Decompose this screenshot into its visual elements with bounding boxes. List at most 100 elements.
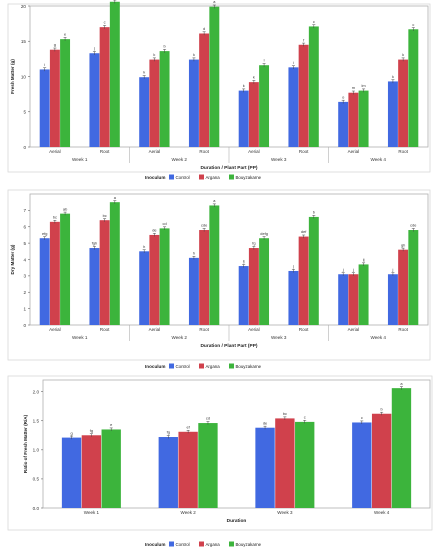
- data-label: e: [64, 32, 66, 37]
- y-axis-label: Ratio of Fresh Matter (R/A): [23, 414, 28, 473]
- bar-control-4: [188, 59, 199, 147]
- x-tick-label: Aerial: [348, 327, 360, 332]
- data-label: de: [263, 420, 267, 425]
- legend-swatch-control: [169, 363, 174, 369]
- data-label: e: [110, 422, 112, 427]
- bar-control-8: [387, 274, 398, 325]
- x-tick-label: Aerial: [49, 149, 61, 154]
- legend-label-control: Control: [176, 542, 190, 547]
- bar-argana-3: [275, 418, 295, 508]
- legend-swatch-bouyzakarne: [229, 541, 234, 547]
- group-label: Week 4: [371, 157, 387, 162]
- data-label: k: [253, 75, 255, 80]
- data-label: gh: [401, 242, 405, 247]
- data-label: h: [193, 250, 195, 255]
- data-label: b: [381, 406, 383, 411]
- data-label: bc: [53, 214, 57, 219]
- x-tick-label: Aerial: [248, 149, 260, 154]
- data-label: cde: [410, 223, 416, 228]
- bar-control-2: [158, 437, 178, 508]
- chart-frame: [7, 189, 431, 361]
- bar-bouyzakarne-5: [259, 238, 270, 325]
- bar-bouyzakarne-5: [259, 65, 270, 147]
- legend-label-argana: Argana: [206, 542, 221, 547]
- y-tick-label: 0.0: [33, 506, 40, 511]
- bar-argana-2: [99, 220, 110, 325]
- bar-bouyzakarne-1: [60, 213, 71, 325]
- chart-panel-3: 0.0 0.5 1.0 1.5 2.0 Ratio of Fresh Matter (R/…: [7, 375, 433, 547]
- y-tick-label: 0: [23, 323, 26, 328]
- data-label: lm: [362, 83, 366, 88]
- data-label: b: [313, 210, 315, 215]
- x-tick-label: Root: [100, 149, 110, 154]
- legend-label-bouyzakarne: Bouyzakarne: [236, 542, 262, 547]
- legend-label-control: Control: [176, 175, 190, 180]
- y-tick-label: 5: [23, 110, 26, 115]
- data-label: l: [264, 58, 265, 63]
- data-label: j: [292, 264, 294, 269]
- bar-bouyzakarne-2: [109, 1, 120, 147]
- x-tick-label: Root: [398, 327, 408, 332]
- bar-bouyzakarne-2: [109, 202, 120, 325]
- data-label: k: [193, 52, 195, 57]
- y-tick-label: 10: [21, 74, 27, 79]
- x-tick-label: Aerial: [49, 327, 61, 332]
- bar-control-3: [139, 251, 150, 325]
- group-label: Week 4: [371, 335, 387, 340]
- x-tick-label: Week 4: [374, 510, 390, 515]
- bar-bouyzakarne-1: [60, 39, 71, 148]
- legend-title: Inoculum: [145, 364, 165, 369]
- chart-panel-1: 0 5 10 15 20 Fresh Matter (g) i g e Aerial j c a Root…: [7, 0, 431, 180]
- data-label: c: [313, 19, 315, 24]
- group-label: Week 2: [172, 335, 188, 340]
- data-label: def: [301, 229, 307, 234]
- bar-argana-1: [49, 49, 60, 147]
- x-tick-label: Aerial: [248, 327, 260, 332]
- bar-control-4: [352, 422, 372, 508]
- data-label: bc: [103, 213, 107, 218]
- bar-argana-7: [348, 92, 359, 147]
- x-tick-label: Week 3: [277, 510, 293, 515]
- plot-area: [42, 379, 431, 509]
- y-tick-label: 2.0: [33, 389, 40, 394]
- legend: Inoculum Control Argana Bouyzakarne: [145, 541, 262, 547]
- x-tick-label: Week 1: [84, 510, 100, 515]
- bar-argana-4: [371, 413, 392, 508]
- bar-control-5: [238, 266, 249, 325]
- chart-frame: [7, 3, 431, 173]
- bar-control-1: [61, 437, 82, 508]
- bar-bouyzakarne-3: [159, 228, 170, 325]
- legend: Inoculum Control Argana Bouyzakarne: [145, 363, 262, 369]
- bar-bouyzakarne-6: [308, 216, 319, 325]
- legend-swatch-bouyzakarne: [229, 363, 234, 369]
- data-label: k: [392, 74, 394, 79]
- bar-control-6: [288, 270, 299, 325]
- x-tick-label: Week 2: [181, 510, 197, 515]
- data-label: j: [342, 267, 344, 272]
- x-tick-label: Root: [199, 327, 209, 332]
- data-label: c: [361, 415, 363, 420]
- data-label: i: [44, 62, 45, 67]
- y-axis-label: Dry Matter (g): [10, 244, 15, 274]
- x-axis-label: Duration / Plant Part (PP): [200, 165, 257, 171]
- bar-argana-5: [248, 82, 259, 147]
- bar-control-2: [89, 248, 100, 325]
- legend-label-bouyzakarne: Bouyzakarne: [236, 175, 262, 180]
- data-label: j: [93, 46, 95, 51]
- bar-control-6: [288, 67, 299, 147]
- bar-argana-2: [99, 27, 110, 147]
- legend-title: Inoculum: [145, 542, 165, 547]
- y-tick-label: 20: [21, 4, 27, 9]
- data-label: bc: [283, 411, 287, 416]
- bar-control-8: [387, 81, 398, 147]
- data-label: g: [70, 430, 72, 435]
- y-tick-label: 6: [23, 225, 26, 230]
- bar-control-5: [238, 90, 249, 147]
- data-label: a: [213, 0, 216, 4]
- bar-bouyzakarne-4: [209, 205, 220, 325]
- data-label: k: [402, 52, 404, 57]
- x-axis-label: Duration: [227, 518, 247, 524]
- data-label: m: [352, 85, 355, 90]
